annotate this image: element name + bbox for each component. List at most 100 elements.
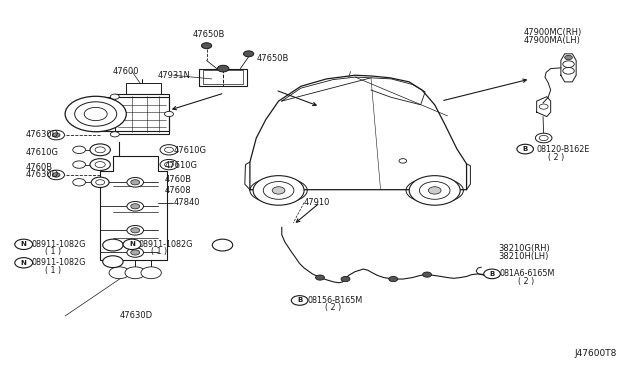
Text: ( 2 ): ( 2 ) [518, 277, 534, 286]
Circle shape [125, 267, 145, 279]
Circle shape [92, 177, 109, 187]
Circle shape [263, 182, 294, 199]
Text: 4760B: 4760B [26, 163, 52, 172]
Text: N: N [20, 241, 27, 247]
Circle shape [160, 145, 178, 155]
Text: 38210H(LH): 38210H(LH) [499, 251, 548, 261]
Text: N: N [20, 260, 27, 266]
Circle shape [95, 161, 105, 167]
Circle shape [109, 267, 129, 279]
Circle shape [486, 271, 499, 278]
Circle shape [15, 258, 33, 268]
Circle shape [563, 67, 574, 74]
Text: N: N [129, 241, 135, 247]
Text: 47630D: 47630D [26, 170, 59, 179]
Text: 47600: 47600 [113, 67, 140, 76]
Circle shape [110, 94, 119, 99]
Circle shape [48, 130, 65, 140]
Circle shape [110, 132, 119, 137]
Circle shape [123, 239, 141, 250]
Circle shape [272, 187, 285, 194]
Circle shape [90, 159, 110, 170]
Circle shape [517, 144, 534, 154]
Text: 47610G: 47610G [164, 161, 198, 170]
Circle shape [164, 162, 173, 167]
Circle shape [218, 65, 229, 72]
Circle shape [563, 61, 574, 67]
Circle shape [131, 204, 140, 209]
Circle shape [96, 180, 104, 185]
Circle shape [131, 250, 140, 255]
Circle shape [102, 239, 123, 251]
Text: 47900MC(RH): 47900MC(RH) [524, 28, 582, 37]
Text: B: B [523, 146, 528, 152]
Text: 38210G(RH): 38210G(RH) [499, 244, 550, 253]
Circle shape [52, 173, 60, 177]
Text: ( 1 ): ( 1 ) [45, 266, 61, 275]
Text: J47600T8: J47600T8 [575, 350, 617, 359]
Circle shape [164, 147, 173, 153]
Circle shape [131, 180, 140, 185]
Circle shape [341, 276, 350, 282]
Circle shape [73, 179, 86, 186]
Text: B: B [297, 298, 302, 304]
Circle shape [399, 159, 406, 163]
Circle shape [389, 276, 397, 282]
Circle shape [253, 176, 304, 205]
Circle shape [160, 160, 178, 170]
Circle shape [127, 225, 143, 235]
Circle shape [145, 269, 157, 276]
Text: 47610G: 47610G [173, 146, 207, 155]
Circle shape [127, 248, 143, 257]
Circle shape [65, 96, 126, 132]
Circle shape [212, 239, 233, 251]
Circle shape [484, 269, 500, 279]
Circle shape [409, 176, 460, 205]
Circle shape [244, 51, 253, 57]
Text: 081A6-6165M: 081A6-6165M [500, 269, 555, 278]
Circle shape [48, 170, 65, 180]
Circle shape [164, 112, 173, 116]
Text: 4760B: 4760B [164, 175, 191, 184]
Text: 47650B: 47650B [193, 30, 225, 39]
Text: 08120-B162E: 08120-B162E [537, 145, 590, 154]
Text: 08911-1082G: 08911-1082G [32, 240, 86, 249]
Text: 47610G: 47610G [26, 148, 59, 157]
Circle shape [75, 102, 116, 126]
Circle shape [419, 182, 450, 199]
Text: 08911-1082G: 08911-1082G [138, 240, 193, 249]
Circle shape [316, 275, 324, 280]
Text: 47630D: 47630D [26, 130, 59, 139]
Circle shape [202, 43, 212, 49]
Circle shape [95, 147, 105, 153]
Circle shape [127, 202, 143, 211]
Circle shape [84, 108, 107, 121]
Circle shape [428, 187, 441, 194]
Text: 47608: 47608 [164, 186, 191, 195]
Circle shape [52, 133, 60, 137]
Circle shape [129, 269, 141, 276]
Circle shape [422, 272, 431, 277]
Circle shape [291, 296, 308, 305]
Circle shape [15, 239, 33, 250]
Text: 47630D: 47630D [119, 311, 152, 320]
Text: ( 2 ): ( 2 ) [548, 153, 564, 162]
Text: 47840: 47840 [173, 198, 200, 207]
Text: B: B [490, 271, 495, 277]
Bar [199, 68, 246, 86]
Text: 08911-1082G: 08911-1082G [32, 258, 86, 267]
Text: 47650B: 47650B [256, 54, 289, 63]
Text: ( 1 ): ( 1 ) [151, 247, 167, 256]
Circle shape [73, 146, 86, 154]
Circle shape [141, 267, 161, 279]
Bar [115, 94, 169, 134]
Text: ( 2 ): ( 2 ) [325, 303, 341, 312]
Circle shape [489, 273, 495, 276]
Bar [125, 83, 161, 94]
Circle shape [131, 228, 140, 233]
Circle shape [73, 161, 86, 168]
Text: 47910: 47910 [304, 198, 330, 207]
Circle shape [90, 144, 110, 156]
Text: 47931N: 47931N [157, 71, 190, 80]
Circle shape [540, 104, 548, 109]
